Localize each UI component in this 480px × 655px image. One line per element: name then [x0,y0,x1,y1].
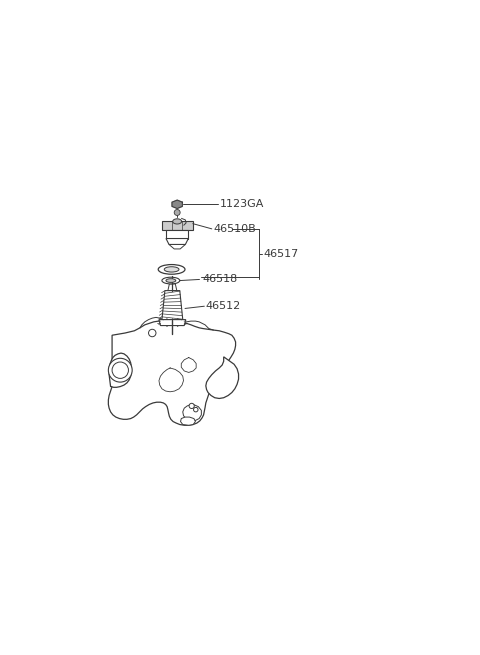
Circle shape [112,362,129,379]
Polygon shape [109,353,132,387]
Ellipse shape [166,279,176,282]
Polygon shape [108,321,236,425]
Text: 46518: 46518 [203,274,238,284]
Text: 46512: 46512 [206,301,241,311]
Polygon shape [183,404,202,421]
Ellipse shape [164,267,179,272]
Ellipse shape [173,219,181,224]
Circle shape [189,403,194,409]
Polygon shape [168,284,177,291]
Polygon shape [172,200,182,208]
Polygon shape [169,244,185,249]
Polygon shape [180,417,195,425]
Polygon shape [162,291,183,320]
Text: 1123GA: 1123GA [220,199,264,210]
Circle shape [174,210,180,215]
Text: 46517: 46517 [264,249,299,259]
Ellipse shape [162,277,180,284]
Polygon shape [166,231,188,238]
Circle shape [108,358,132,382]
Polygon shape [166,238,188,244]
Polygon shape [159,320,186,326]
Text: 46510B: 46510B [213,224,256,234]
Ellipse shape [158,265,185,274]
Polygon shape [206,357,239,398]
Circle shape [193,407,198,412]
Polygon shape [162,221,193,231]
Circle shape [148,329,156,337]
